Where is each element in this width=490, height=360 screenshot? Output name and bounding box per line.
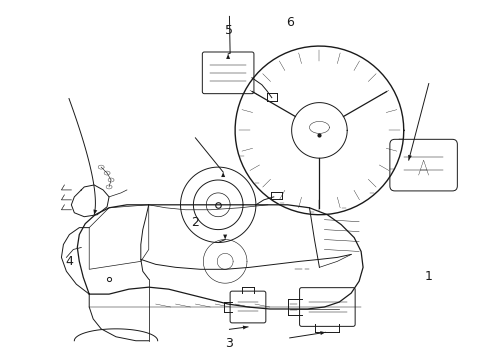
Text: 3: 3 — [225, 337, 233, 350]
Text: 2: 2 — [192, 216, 199, 229]
Polygon shape — [243, 325, 248, 329]
Text: 6: 6 — [286, 15, 294, 28]
Polygon shape — [408, 155, 412, 160]
Polygon shape — [226, 54, 230, 59]
Polygon shape — [320, 331, 325, 335]
Text: 5: 5 — [225, 24, 233, 37]
Text: 4: 4 — [65, 255, 73, 268]
Polygon shape — [94, 210, 98, 215]
Polygon shape — [223, 235, 227, 239]
Text: 1: 1 — [425, 270, 433, 283]
Polygon shape — [221, 172, 225, 177]
